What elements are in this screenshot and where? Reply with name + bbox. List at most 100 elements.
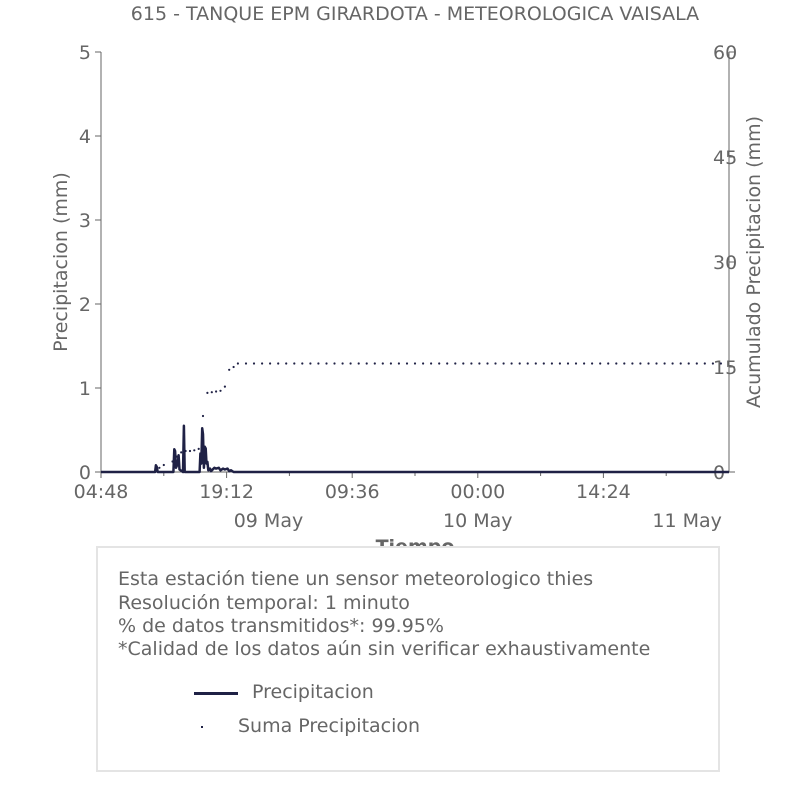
info-panel: Esta estación tiene un sensor meteorolog… <box>96 546 720 772</box>
accumulated-dot <box>219 389 222 392</box>
accumulated-dot <box>454 362 457 365</box>
info-transmitted-text: % de datos transmitidos*: 99.95% <box>118 615 444 637</box>
y-tick-label: 2 <box>79 294 91 316</box>
accumulated-dot <box>438 362 441 365</box>
accumulated-dot <box>679 362 682 365</box>
accumulated-dot <box>228 368 231 371</box>
accumulated-dot <box>558 362 562 365</box>
accumulated-dot <box>583 362 586 365</box>
accumulated-dot <box>210 391 213 394</box>
accumulated-dot <box>333 362 336 365</box>
accumulated-dot <box>550 362 554 365</box>
accumulated-dot <box>197 447 200 450</box>
accumulated-dot <box>223 385 226 388</box>
accumulated-dot <box>341 362 344 365</box>
y-tick-label: 5 <box>79 42 91 64</box>
accumulated-dot <box>599 362 602 365</box>
accumulated-dot <box>663 362 666 365</box>
accumulated-dot <box>232 365 235 369</box>
accumulated-dot <box>671 362 674 365</box>
accumulated-dot <box>446 362 449 365</box>
accumulated-dot <box>607 362 610 365</box>
accumulated-dot <box>285 362 288 365</box>
x-date-label: 10 May <box>443 510 513 532</box>
info-resolution-text: Resolución temporal: 1 minuto <box>118 592 410 614</box>
y2-tick-label: 15 <box>713 357 737 379</box>
x-tick-label: 14:24 <box>576 481 631 503</box>
y2-tick-label: 60 <box>713 42 737 64</box>
x-tick-label: 19:12 <box>199 481 254 503</box>
legend-suma-label: Suma Precipitacion <box>238 715 421 737</box>
accumulated-dot <box>687 362 690 365</box>
accumulated-dot <box>462 362 465 365</box>
x-tick-label: 00:00 <box>450 481 505 503</box>
accumulated-dot <box>631 362 634 365</box>
accumulated-dot <box>154 470 157 473</box>
accumulated-dot <box>566 362 570 365</box>
accumulated-dot <box>494 362 497 365</box>
accumulated-dot <box>591 362 594 365</box>
accumulated-dot <box>206 391 209 394</box>
accumulated-dot <box>317 362 320 365</box>
accumulated-dot <box>405 362 409 365</box>
legend-precipitacion-label: Precipitacion <box>252 681 374 703</box>
accumulated-dot <box>478 362 481 365</box>
series-dots-suma-precipitacion <box>154 362 723 473</box>
y-tick-label: 3 <box>79 210 91 232</box>
accumulated-dot <box>639 362 642 365</box>
accumulated-dot <box>615 362 618 365</box>
accumulated-dot <box>269 362 272 365</box>
accumulated-dot <box>430 362 433 365</box>
accumulated-dot <box>542 362 545 365</box>
accumulated-dot <box>534 362 537 365</box>
accumulated-dot <box>180 451 183 454</box>
legend-line-swatch <box>194 692 238 695</box>
accumulated-dot <box>349 362 352 365</box>
accumulated-dot <box>252 362 256 365</box>
accumulated-dot <box>188 449 192 453</box>
accumulated-dot <box>623 362 626 365</box>
accumulated-dot <box>413 362 417 365</box>
accumulated-dot <box>647 362 650 365</box>
accumulated-dot <box>510 362 513 365</box>
accumulated-dot <box>261 362 264 365</box>
accumulated-dot <box>236 362 239 365</box>
accumulated-dot <box>373 362 376 365</box>
x-tick-label: 09:36 <box>325 481 380 503</box>
accumulated-dot <box>502 362 505 365</box>
precipitation-chart: 615 - TANQUE EPM GIRARDOTA - METEOROLOGI… <box>50 3 765 550</box>
chart-title: 615 - TANQUE EPM GIRARDOTA - METEOROLOGI… <box>131 3 699 25</box>
accumulated-dot <box>301 362 304 365</box>
accumulated-dot <box>325 362 328 365</box>
accumulated-dot <box>277 362 280 365</box>
accumulated-dot <box>162 463 165 467</box>
y2-tick-label: 45 <box>713 147 737 169</box>
accumulated-dot <box>486 362 489 365</box>
x-date-label: 09 May <box>234 510 304 532</box>
accumulated-dot <box>655 362 658 365</box>
accumulated-dot <box>201 414 205 418</box>
accumulated-dot <box>397 362 400 365</box>
accumulated-dot <box>719 362 723 365</box>
y2-axis-label: Acumulado Precipitacion (mm) <box>743 116 765 408</box>
accumulated-dot <box>357 362 360 365</box>
x-date-label: 11 May <box>652 510 722 532</box>
accumulated-dot <box>389 362 392 365</box>
data-marks <box>101 362 729 474</box>
x-tick-label: 04:48 <box>74 481 129 503</box>
accumulated-dot <box>470 362 473 365</box>
legend-dot-swatch <box>201 726 203 728</box>
accumulated-dot <box>365 362 368 365</box>
accumulated-dot <box>526 362 529 365</box>
y-axis-label: Precipitacion (mm) <box>50 172 72 352</box>
accumulated-dot <box>158 466 161 469</box>
accumulated-dot <box>184 449 187 453</box>
accumulated-dot <box>244 362 248 365</box>
accumulated-dot <box>215 390 218 393</box>
info-sensor-text: Esta estación tiene un sensor meteorolog… <box>118 568 594 590</box>
accumulated-dot <box>171 460 174 463</box>
accumulated-dot <box>309 362 312 365</box>
accumulated-dot <box>574 362 578 365</box>
accumulated-dot <box>695 362 698 365</box>
